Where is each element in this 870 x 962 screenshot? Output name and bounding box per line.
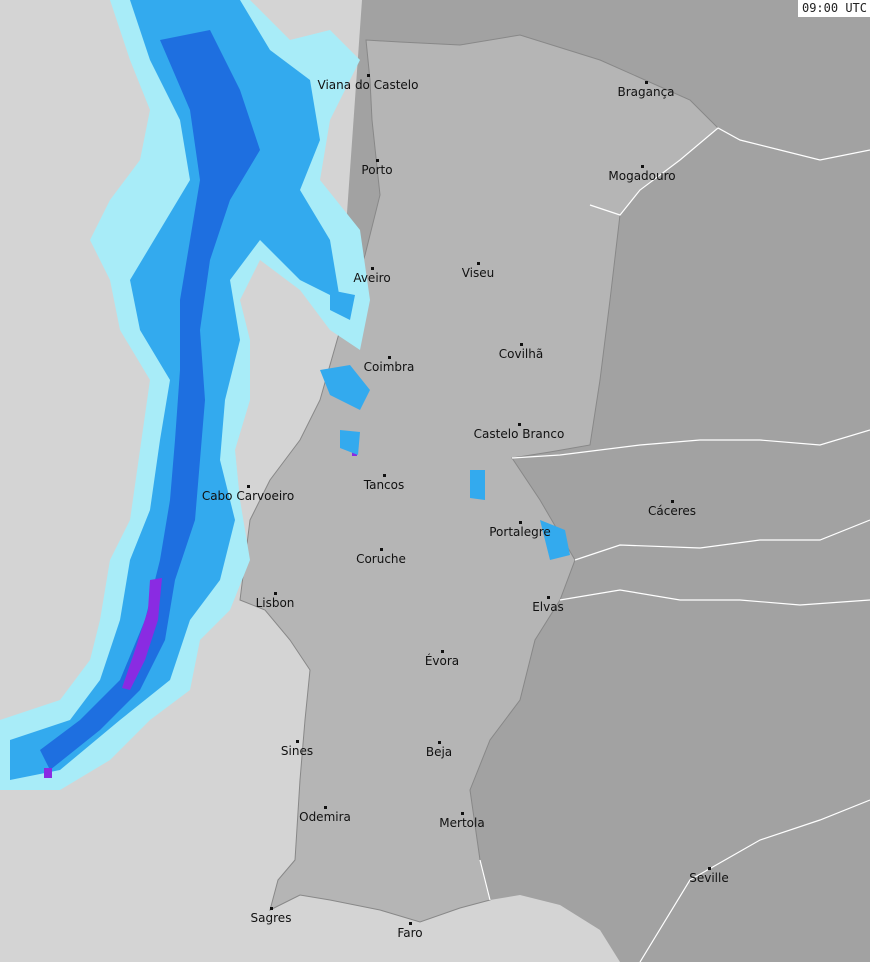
city-dot xyxy=(324,806,327,809)
city-dot xyxy=(270,907,273,910)
city-dot xyxy=(376,159,379,162)
city-dot xyxy=(547,596,550,599)
city-dot xyxy=(645,81,648,84)
city-dot xyxy=(518,423,521,426)
city-dot xyxy=(388,356,391,359)
city-dot xyxy=(708,867,711,870)
rain-echoes xyxy=(0,0,570,790)
city-dot xyxy=(247,485,250,488)
city-dot xyxy=(409,922,412,925)
city-dot xyxy=(383,474,386,477)
city-dot xyxy=(296,740,299,743)
city-label: Lisbon xyxy=(255,596,295,610)
city-label: Bragança xyxy=(617,85,675,99)
city-label: Beja xyxy=(425,745,453,759)
city-label: Évora xyxy=(424,654,460,668)
city-label: Faro xyxy=(397,926,423,940)
city-dot xyxy=(477,262,480,265)
city-label: Viana do Castelo xyxy=(317,78,419,92)
city-dot xyxy=(519,521,522,524)
city-dot xyxy=(438,741,441,744)
city-label: Viseu xyxy=(461,266,495,280)
city-label: Portalegre xyxy=(489,525,551,539)
city-dot xyxy=(380,548,383,551)
city-label: Coruche xyxy=(356,552,406,566)
city-label: Porto xyxy=(361,163,393,177)
country-border xyxy=(479,127,870,962)
city-label: Sagres xyxy=(250,911,292,925)
city-label: Odemira xyxy=(299,810,351,824)
city-dot xyxy=(671,500,674,503)
timestamp-label: 09:00 UTC xyxy=(797,0,870,17)
city-dot xyxy=(520,343,523,346)
city-dot xyxy=(441,650,444,653)
city-label: Coimbra xyxy=(363,360,415,374)
city-dot xyxy=(461,812,464,815)
city-label: Mertola xyxy=(439,816,485,830)
city-label: Cabo Carvoeiro xyxy=(201,489,295,503)
city-label: Seville xyxy=(689,871,729,885)
city-label: Tancos xyxy=(363,478,405,492)
city-label: Sines xyxy=(280,744,314,758)
city-label: Elvas xyxy=(532,600,564,614)
city-dot xyxy=(371,267,374,270)
city-label: Mogadouro xyxy=(608,169,676,183)
city-label: Covilhã xyxy=(498,347,544,361)
city-label: Cáceres xyxy=(647,504,697,518)
city-dot xyxy=(367,74,370,77)
city-dot xyxy=(641,165,644,168)
city-dot xyxy=(274,592,277,595)
city-label: Castelo Branco xyxy=(473,427,565,441)
city-label: Aveiro xyxy=(353,271,391,285)
